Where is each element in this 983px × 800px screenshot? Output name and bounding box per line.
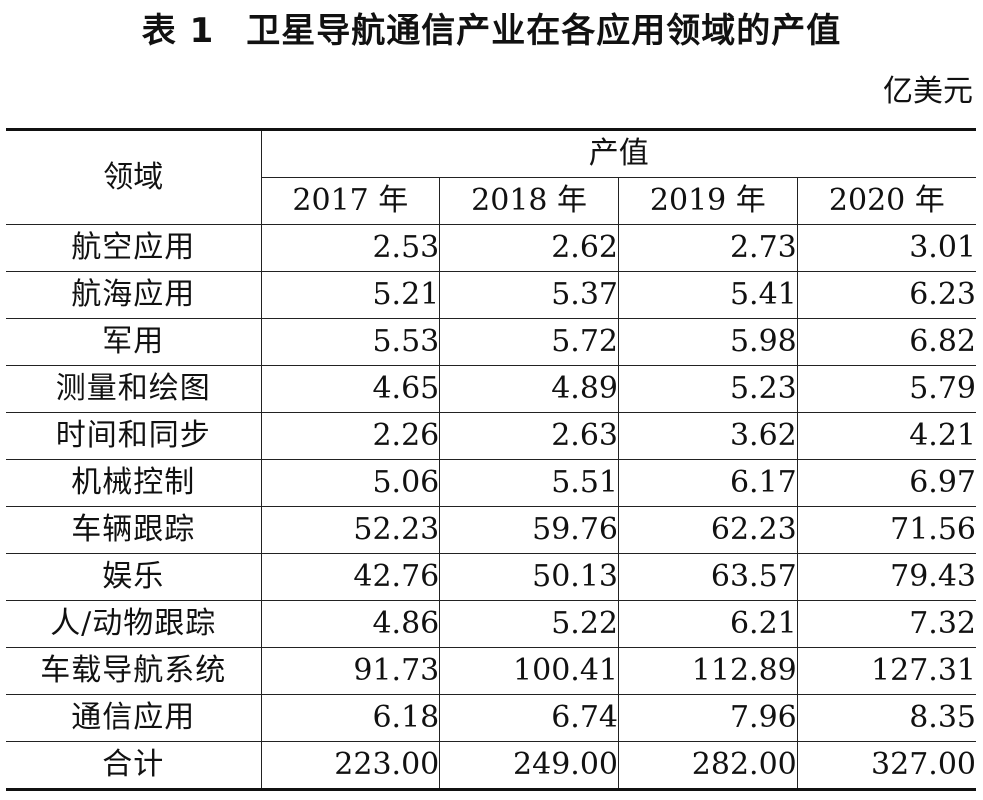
table-row: 测量和绘图 4.65 4.89 5.23 5.79 [6, 365, 976, 413]
row-label: 合计 [6, 741, 262, 791]
value-cell: 7.96 [618, 694, 798, 742]
row-label: 通信应用 [6, 694, 262, 742]
value-cell: 6.21 [618, 600, 798, 648]
value-cell: 100.41 [439, 647, 619, 695]
value-cell: 5.41 [618, 271, 798, 319]
value-cell: 50.13 [439, 553, 619, 601]
value-cell: 6.97 [796, 459, 976, 507]
column-header-year: 2018 年 [439, 177, 619, 225]
value-cell: 112.89 [618, 647, 798, 695]
row-label: 军用 [6, 318, 262, 366]
table-row-total: 合计 223.00 249.00 282.00 327.00 [6, 741, 976, 791]
value-cell: 5.51 [439, 459, 619, 507]
column-header-year: 2017 年 [261, 177, 440, 225]
row-label: 时间和同步 [6, 412, 262, 460]
value-cell: 127.31 [796, 647, 976, 695]
value-cell: 4.86 [261, 600, 440, 648]
value-cell: 223.00 [261, 741, 440, 791]
value-cell: 2.63 [439, 412, 619, 460]
row-label: 航空应用 [6, 224, 262, 272]
row-label: 娱乐 [6, 553, 262, 601]
value-cell: 4.89 [439, 365, 619, 413]
value-cell: 3.01 [796, 224, 976, 272]
row-label: 车载导航系统 [6, 647, 262, 695]
value-cell: 4.65 [261, 365, 440, 413]
column-header-year: 2019 年 [618, 177, 798, 225]
table-caption: 卫星导航通信产业在各应用领域的产值 [246, 11, 842, 51]
value-cell: 2.73 [618, 224, 798, 272]
value-cell: 5.72 [439, 318, 619, 366]
value-cell: 8.35 [796, 694, 976, 742]
column-header-field: 领域 [6, 128, 262, 225]
value-cell: 62.23 [618, 506, 798, 554]
value-cell: 6.82 [796, 318, 976, 366]
value-cell: 2.53 [261, 224, 440, 272]
value-cell: 59.76 [439, 506, 619, 554]
value-cell: 282.00 [618, 741, 798, 791]
header-row-years: 2017 年 2018 年 2019 年 2020 年 [6, 177, 976, 225]
table-row: 时间和同步 2.26 2.63 3.62 4.21 [6, 412, 976, 460]
value-cell: 5.98 [618, 318, 798, 366]
value-cell: 91.73 [261, 647, 440, 695]
value-cell: 7.32 [796, 600, 976, 648]
row-label: 人/动物跟踪 [6, 600, 262, 648]
value-cell: 3.62 [618, 412, 798, 460]
value-cell: 249.00 [439, 741, 619, 791]
value-cell: 327.00 [796, 741, 976, 791]
table-row: 航空应用 2.53 2.62 2.73 3.01 [6, 224, 976, 272]
value-cell: 5.22 [439, 600, 619, 648]
value-cell: 6.74 [439, 694, 619, 742]
value-cell: 5.79 [796, 365, 976, 413]
value-cell: 79.43 [796, 553, 976, 601]
table-body: 航空应用 2.53 2.62 2.73 3.01 航海应用 5.21 5.37 5.41 6.23… [6, 224, 976, 791]
output-value-table: 领域 产值 2017 年 2018 年 2019 年 2020 年 航空应用 2.… [6, 128, 976, 791]
table-row: 娱乐 42.76 50.13 63.57 79.43 [6, 553, 976, 601]
table-row: 人/动物跟踪 4.86 5.22 6.21 7.32 [6, 600, 976, 648]
value-cell: 5.53 [261, 318, 440, 366]
value-cell: 6.23 [796, 271, 976, 319]
value-cell: 5.23 [618, 365, 798, 413]
table-title: 表 1 卫星导航通信产业在各应用领域的产值 [0, 6, 983, 56]
value-cell: 2.26 [261, 412, 440, 460]
column-header-output-value: 产值 [261, 128, 976, 178]
table-row: 军用 5.53 5.72 5.98 6.82 [6, 318, 976, 366]
value-cell: 63.57 [618, 553, 798, 601]
value-cell: 6.17 [618, 459, 798, 507]
table-row: 机械控制 5.06 5.51 6.17 6.97 [6, 459, 976, 507]
value-cell: 5.37 [439, 271, 619, 319]
row-label: 机械控制 [6, 459, 262, 507]
table-row: 通信应用 6.18 6.74 7.96 8.35 [6, 694, 976, 742]
value-cell: 5.06 [261, 459, 440, 507]
table-row: 航海应用 5.21 5.37 5.41 6.23 [6, 271, 976, 319]
column-header-year: 2020 年 [796, 177, 976, 225]
value-cell: 52.23 [261, 506, 440, 554]
row-label: 航海应用 [6, 271, 262, 319]
value-cell: 6.18 [261, 694, 440, 742]
value-cell: 71.56 [796, 506, 976, 554]
value-cell: 5.21 [261, 271, 440, 319]
value-cell: 2.62 [439, 224, 619, 272]
row-label: 车辆跟踪 [6, 506, 262, 554]
header-row-group: 领域 产值 [6, 128, 976, 225]
table-row: 车辆跟踪 52.23 59.76 62.23 71.56 [6, 506, 976, 554]
value-cell: 4.21 [796, 412, 976, 460]
unit-label: 亿美元 [883, 74, 973, 109]
value-cell: 42.76 [261, 553, 440, 601]
row-label: 测量和绘图 [6, 365, 262, 413]
table-number: 表 1 [141, 11, 215, 51]
table-row: 车载导航系统 91.73 100.41 112.89 127.31 [6, 647, 976, 695]
